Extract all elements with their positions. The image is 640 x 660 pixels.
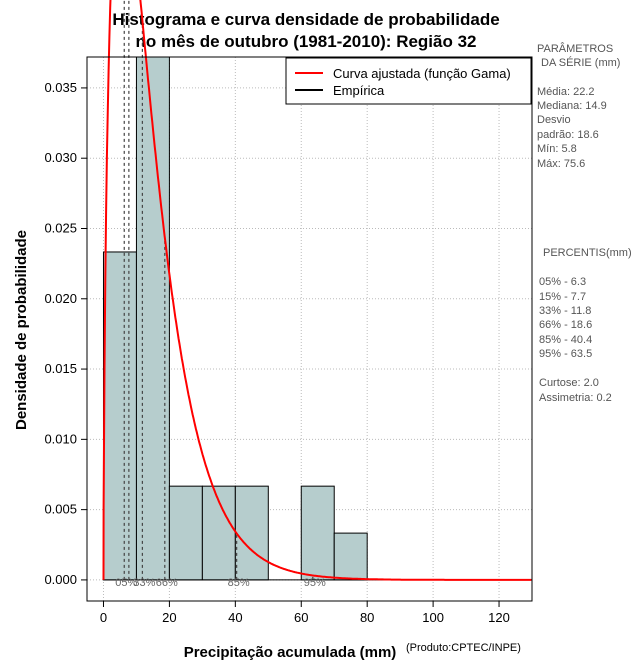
params-line: Média: 22.2 [537,86,594,98]
legend-label-fit: Curva ajustada (função Gama) [333,66,511,81]
legend: Curva ajustada (função Gama) Empírica [285,57,532,105]
percentile-label: 05% [115,577,137,589]
axis-ticks: 0 20 40 60 80 100 120 0.000 0.005 0.010 0.015 0.020… [44,80,509,625]
legend-label-empirical: Empírica [333,83,385,98]
stats-line: Assimetria: 0.2 [539,392,612,404]
gamma-fit-curve [102,0,532,581]
params-line: padrão: 18.6 [537,129,599,141]
y-tick-label: 0.000 [44,572,77,587]
x-tick-label: 0 [100,610,107,625]
params-line: Mediana: 14.9 [537,100,607,112]
chart-title-line-2: no mês de outubro (1981-2010): Região 32 [135,32,476,51]
y-tick-label: 0.025 [44,220,77,235]
x-tick-label: 100 [422,610,444,625]
percentile-label: 66% [156,577,178,589]
percentis-line: 95% - 63.5 [539,348,592,360]
y-tick-label: 0.005 [44,502,77,517]
y-tick-label: 0.035 [44,80,77,95]
credit-text: (Produto:CPTEC/INPE) [406,642,521,654]
y-axis-label: Densidade de probabilidade [13,230,30,430]
y-tick-label: 0.020 [44,291,77,306]
x-tick-label: 80 [360,610,374,625]
percentile-label: 95% [304,577,326,589]
percentis-line: 05% - 6.3 [539,276,586,288]
percentis-title: PERCENTIS(mm) [543,247,632,259]
histogram-bar [234,485,269,581]
percentis-line: 66% - 18.6 [539,319,592,331]
params-line: Máx: 75.6 [537,158,585,170]
x-tick-label: 120 [488,610,510,625]
percentile-labels: 05%33% 66% 85% 95% [115,577,326,589]
percentiles-panel: PERCENTIS(mm) 05% - 6.3 15% - 7.7 33% - … [539,247,632,404]
histogram-bar [168,485,203,581]
x-tick-label: 60 [294,610,308,625]
x-tick-label: 20 [162,610,176,625]
series-parameters-panel: PARÂMETROS DA SÉRIE (mm) Média: 22.2 Med… [537,42,620,170]
percentile-label: 33% [133,577,155,589]
x-tick-label: 40 [228,610,242,625]
percentis-line: 33% - 11.8 [539,305,591,317]
x-axis-label: Precipitação acumulada (mm) [184,644,397,660]
histogram-bar [135,56,170,581]
y-tick-label: 0.030 [44,150,77,165]
histogram-bar [102,251,137,581]
histogram-bar [300,485,335,581]
chart-title-line-1: Histograma e curva densidade de probabil… [112,10,499,29]
y-tick-label: 0.015 [44,361,77,376]
stats-line: Curtose: 2.0 [539,377,599,389]
params-line: Mín: 5.8 [537,143,577,155]
histogram-bar [333,532,368,581]
percentis-line: 15% - 7.7 [539,291,586,303]
percentis-line: 85% - 40.4 [539,334,592,346]
legend-box [285,57,532,105]
y-tick-label: 0.010 [44,431,77,446]
histogram-bars [102,56,368,581]
params-title-2: DA SÉRIE (mm) [541,56,620,69]
plot-frame [86,56,533,602]
percentile-label: 85% [228,577,250,589]
params-line: Desvio [537,114,571,126]
params-title-1: PARÂMETROS [537,42,613,55]
